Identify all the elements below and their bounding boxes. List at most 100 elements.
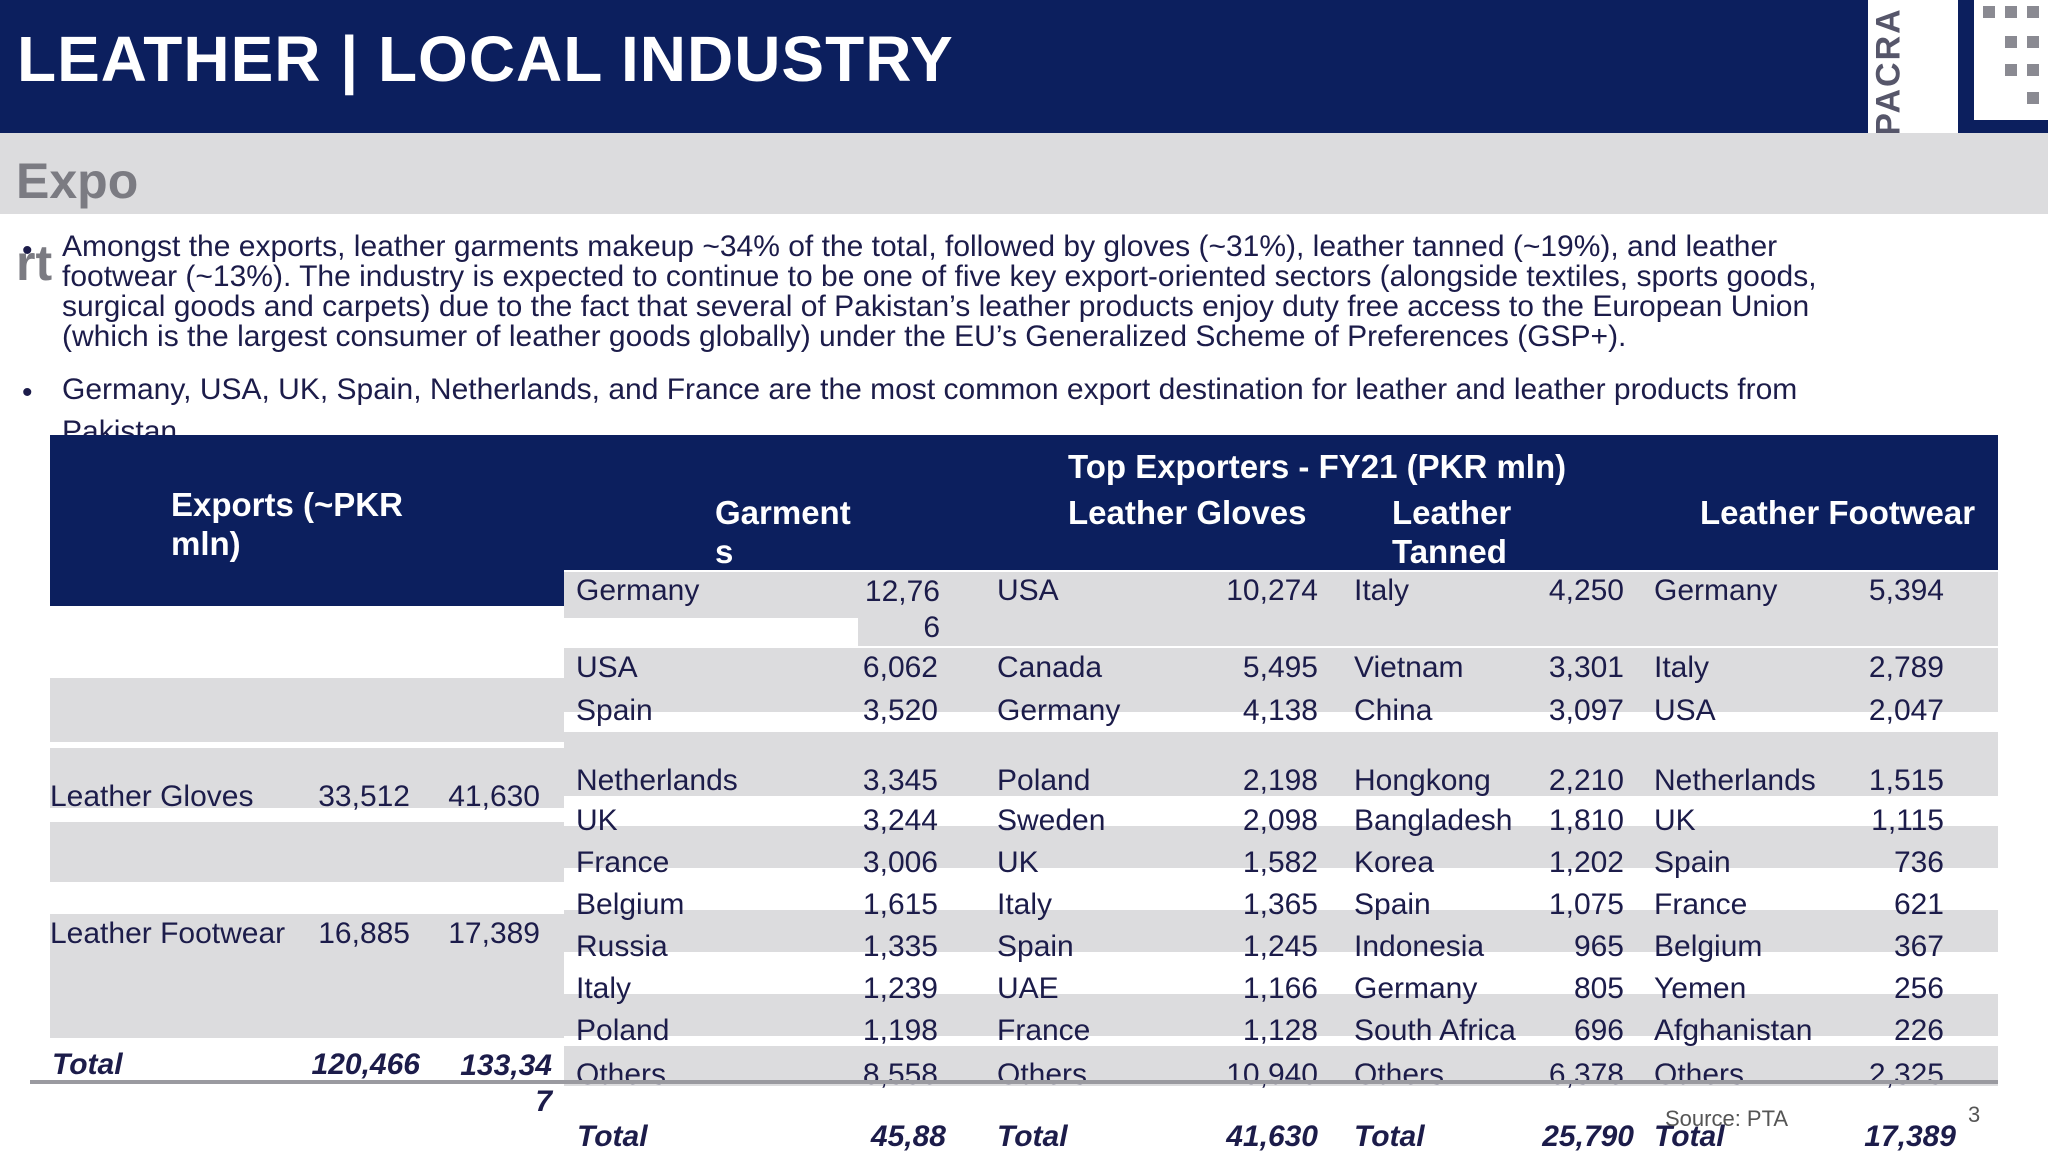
footwear-value: 226 (1893, 1014, 1944, 1047)
footwear-value: 621 (1893, 888, 1944, 921)
tanned-country: Others (1354, 1058, 1445, 1091)
tanned-value: 805 (1573, 972, 1624, 1005)
tanned-country: Bangladesh (1354, 804, 1513, 837)
total-footwear: 17,389 (1864, 1120, 1956, 1153)
pacra-logo: PACRA (1868, 0, 2048, 136)
footwear-value: 736 (1893, 846, 1944, 879)
left-total-label: Total (52, 1048, 123, 1081)
footwear-country: Afghanistan (1654, 1014, 1813, 1047)
gloves-country: Canada (997, 651, 1103, 684)
footwear-value: 2,047 (1868, 694, 1944, 727)
garments-value: 1,615 (862, 888, 938, 921)
page-title: LEATHER | LOCAL INDUSTRY (17, 23, 954, 95)
gloves-value: 1,365 (1242, 888, 1318, 921)
left-row-label: Leather Footwear (50, 917, 286, 950)
footwear-country: France (1654, 888, 1748, 921)
gloves-country: UK (997, 846, 1039, 879)
gloves-value: 1,166 (1242, 972, 1318, 1005)
footwear-value: 256 (1893, 972, 1944, 1005)
gloves-value: 1,582 (1242, 846, 1318, 879)
tanned-country: Spain (1354, 888, 1431, 921)
tanned-value: 965 (1573, 930, 1624, 963)
tanned-value: 2,210 (1548, 764, 1624, 797)
col-header-footwear: Leather Footwear (1700, 494, 1976, 531)
tanned-value: 1,202 (1548, 846, 1624, 879)
garments-country: Netherlands (576, 764, 738, 797)
garments-country: Spain (576, 694, 653, 727)
garments-value: 1,239 (862, 972, 938, 1005)
bullet-2: Germany, USA, UK, Spain, Netherlands, an… (62, 375, 1797, 447)
garments-country: Belgium (576, 888, 685, 921)
total-label: Total (1654, 1120, 1725, 1153)
tanned-country: Indonesia (1354, 930, 1485, 963)
garments-country: Others (576, 1058, 667, 1091)
bullet-1-line: Amongst the exports, leather garments ma… (62, 230, 1778, 263)
total-label: Total (997, 1120, 1068, 1153)
total-garments: 45,88 (870, 1120, 946, 1153)
section-band (0, 133, 2048, 214)
left-total-v1: 120,466 (311, 1048, 420, 1081)
gloves-country: Italy (997, 888, 1053, 921)
page-number: 3 (1968, 1102, 1981, 1127)
bullet-dot: • (22, 234, 33, 267)
gloves-value: 2,198 (1242, 764, 1318, 797)
header-bar: LEATHER | LOCAL INDUSTRY (0, 0, 1868, 133)
total-label: Total (1354, 1120, 1425, 1153)
tanned-country: Korea (1354, 846, 1435, 879)
gloves-value: 5,495 (1242, 651, 1318, 684)
tanned-value: 1,810 (1548, 804, 1624, 837)
tanned-value: 6,378 (1548, 1058, 1624, 1091)
left-total-v2: 133,34 7 (460, 1049, 552, 1118)
garments-country: UK (576, 804, 618, 837)
table-divider (30, 1080, 1998, 1084)
footwear-value: 2,325 (1868, 1058, 1944, 1091)
gloves-country: Others (997, 1058, 1088, 1091)
logo-text: PACRA (1869, 7, 1908, 136)
total-gloves: 41,630 (1226, 1120, 1318, 1153)
col-header-tanned: Leather Tanned (1392, 494, 1512, 570)
footwear-value: 2,789 (1868, 651, 1944, 684)
gloves-value: 4,138 (1242, 694, 1318, 727)
gloves-value: 2,098 (1242, 804, 1318, 837)
left-row-v2: 41,630 (448, 780, 540, 813)
left-row-v1: 16,885 (318, 917, 410, 950)
tanned-value: 3,301 (1548, 651, 1624, 684)
garments-value: 3,006 (862, 846, 938, 879)
section-title: Export (16, 153, 139, 291)
tanned-value: 3,097 (1548, 694, 1624, 727)
tanned-country: Vietnam (1354, 651, 1464, 684)
bullet-1: Amongst the exports, leather garments ma… (62, 232, 1817, 352)
garments-value: 12,76 6 (864, 575, 940, 644)
footwear-country: Others (1654, 1058, 1745, 1091)
garments-value: 3,520 (862, 694, 938, 727)
garments-country: USA (576, 651, 638, 684)
garments-country: Russia (576, 930, 668, 963)
footwear-value: 1,115 (1871, 804, 1944, 837)
garments-country: Germany (576, 574, 700, 607)
footwear-country: UK (1654, 804, 1696, 837)
footwear-country: Belgium (1654, 930, 1763, 963)
garments-value: 3,244 (862, 804, 938, 837)
tanned-value: 1,075 (1548, 888, 1624, 921)
gloves-value: 1,245 (1242, 930, 1318, 963)
garments-value: 3,345 (862, 764, 938, 797)
col-header-garments: Garment s (715, 494, 851, 570)
garments-value: 8,558 (862, 1058, 938, 1091)
garments-country: Poland (576, 1014, 670, 1047)
tanned-country: Italy (1354, 574, 1410, 607)
gloves-country: Sweden (997, 804, 1106, 837)
footwear-country: Netherlands (1654, 764, 1816, 797)
footwear-value: 367 (1893, 930, 1944, 963)
garments-value: 6,062 (862, 651, 938, 684)
bullet-1-line: (which is the largest consumer of leathe… (62, 320, 1627, 353)
total-label: Total (577, 1120, 648, 1153)
table-header: Exports (~PKR mln) Top Exporters - FY21 … (50, 435, 1998, 570)
footwear-country: Yemen (1654, 972, 1747, 1005)
gloves-value: 1,128 (1242, 1014, 1318, 1047)
tanned-value: 696 (1573, 1014, 1624, 1047)
tanned-value: 4,250 (1548, 574, 1624, 607)
left-row-v2: 17,389 (448, 917, 540, 950)
footwear-country: USA (1654, 694, 1716, 727)
garments-value: 1,198 (862, 1014, 938, 1047)
left-header-extension (50, 570, 564, 606)
